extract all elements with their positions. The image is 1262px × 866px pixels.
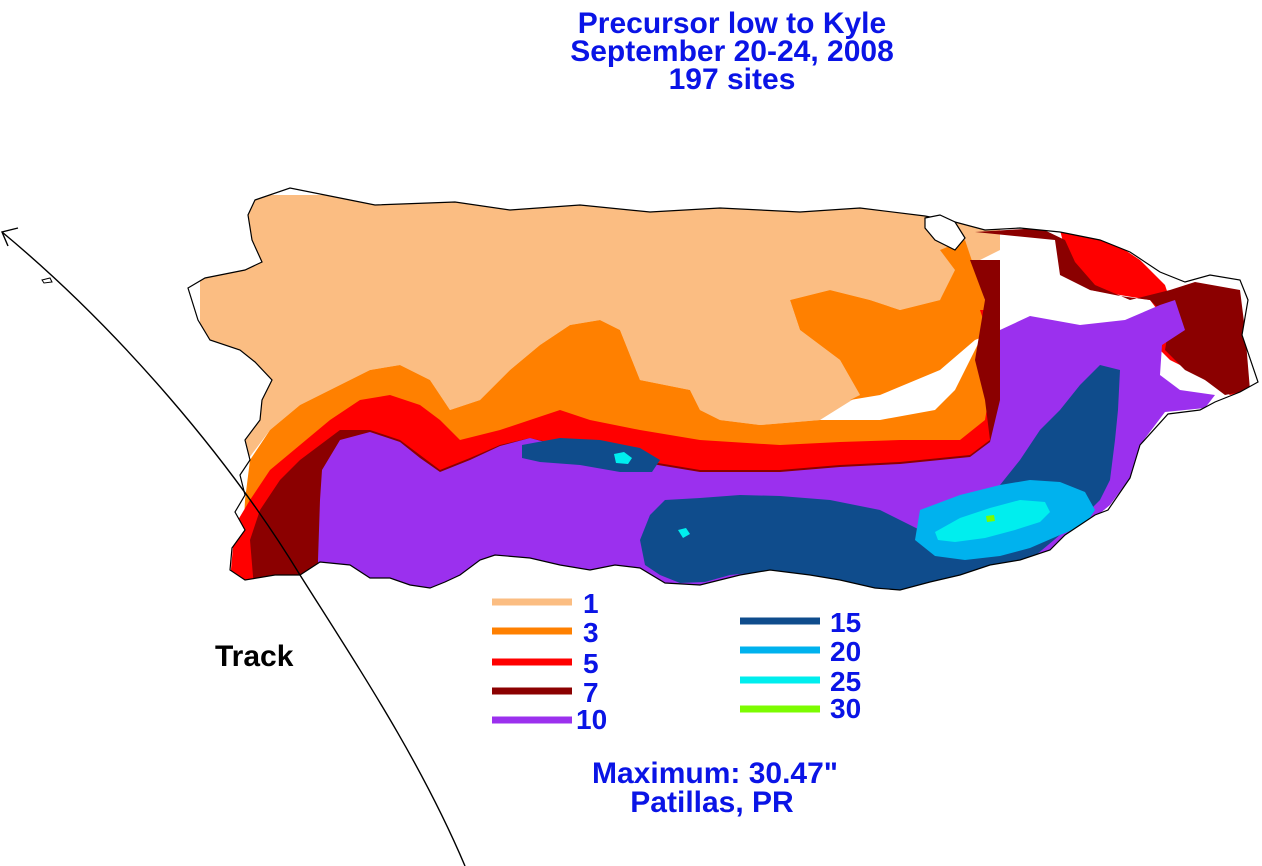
legend-label-1: 1 (583, 588, 599, 619)
storm-track-line (1, 231, 466, 866)
legend-label-10: 10 (576, 704, 607, 735)
contour-30 (986, 515, 995, 522)
legend-label-25: 25 (830, 666, 861, 697)
contour-1 (200, 195, 1000, 470)
island-outline (187, 187, 1259, 591)
title-line-2: September 20-24, 2008 (570, 35, 894, 68)
legend-label-30: 30 (830, 693, 861, 724)
legend-label-3: 3 (583, 617, 599, 648)
legend-label-5: 5 (583, 648, 599, 679)
legend: 1 3 5 7 10 15 20 25 30 (492, 588, 861, 735)
title-line-3: 197 sites (669, 63, 796, 96)
legend-label-20: 20 (830, 636, 861, 667)
islet-outline (41, 277, 53, 284)
bay-outline (924, 214, 966, 251)
storm-track-arrowhead (1, 227, 19, 247)
maximum-location: Patillas, PR (630, 786, 794, 819)
legend-label-15: 15 (830, 607, 861, 638)
legend-label-7: 7 (583, 677, 599, 708)
contour-15 (522, 365, 1120, 590)
title-line-1: Precursor low to Kyle (578, 7, 886, 40)
rainfall-contours (200, 195, 1250, 590)
track-label: Track (215, 640, 294, 673)
maximum-value: Maximum: 30.47" (592, 757, 838, 790)
